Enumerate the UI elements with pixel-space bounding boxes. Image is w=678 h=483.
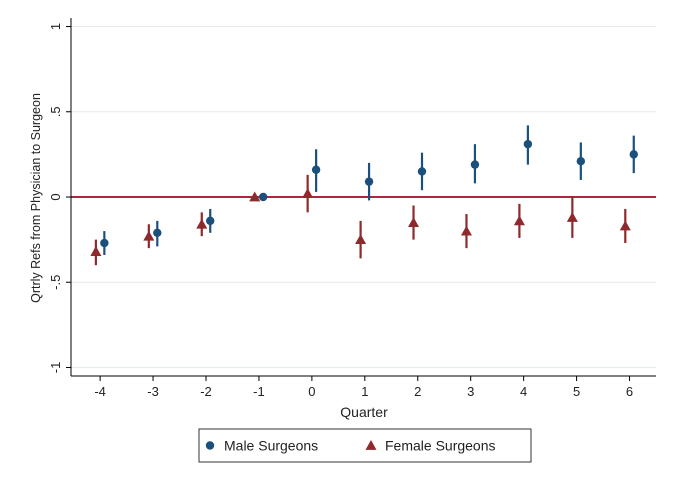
x-tick-label: -2 bbox=[200, 384, 212, 399]
male-surgeons-point bbox=[629, 150, 638, 159]
y-tick-label: 0 bbox=[48, 193, 63, 200]
female-surgeons-point bbox=[196, 218, 208, 229]
axis-layer: -1 -.5 0 .5 1 -4 -3 -2 -1 0 1 2 3 4 5 6 bbox=[48, 18, 656, 399]
male-surgeons-point bbox=[417, 167, 427, 176]
x-tick-label: 6 bbox=[626, 384, 633, 399]
x-tick-label: -3 bbox=[147, 384, 159, 399]
female-surgeons-point bbox=[566, 211, 578, 222]
legend-female-marker bbox=[365, 440, 377, 450]
male-surgeons-point bbox=[523, 139, 533, 149]
female-surgeons-point bbox=[249, 191, 261, 202]
legend-male-label: Male Surgeons bbox=[224, 438, 318, 454]
male-surgeons-point bbox=[100, 238, 109, 248]
legend: Male Surgeons Female Surgeons bbox=[198, 428, 532, 463]
male-surgeons-point bbox=[470, 160, 480, 169]
female-surgeons-point bbox=[302, 188, 314, 198]
x-axis-title: Quarter bbox=[340, 404, 388, 420]
y-tick-label: 1 bbox=[48, 23, 63, 30]
y-axis-title: Qrtrly Refs from Physician to Surgeon bbox=[29, 93, 43, 303]
legend-box bbox=[198, 428, 532, 463]
male-surgeons-point bbox=[311, 165, 321, 174]
legend-items: Male Surgeons Female Surgeons bbox=[205, 438, 496, 454]
grid-layer bbox=[71, 26, 656, 368]
female-surgeons-point bbox=[408, 217, 420, 227]
x-tick-label: -4 bbox=[94, 384, 106, 399]
y-tick-label: -1 bbox=[48, 362, 63, 374]
male-surgeons-point bbox=[364, 177, 374, 186]
male-surgeons-point bbox=[576, 157, 586, 166]
male-surgeons-point bbox=[153, 228, 162, 237]
x-tick-label: 0 bbox=[308, 384, 315, 399]
male-surgeons-point bbox=[206, 216, 215, 226]
x-tick-label: 4 bbox=[520, 384, 527, 399]
male-surgeons-point bbox=[258, 192, 268, 202]
female-surgeons-point bbox=[619, 220, 631, 231]
x-tick-label: 3 bbox=[467, 384, 474, 399]
y-tick-label: .5 bbox=[48, 106, 63, 117]
female-surgeons-point bbox=[355, 234, 367, 245]
x-tick-label: 2 bbox=[414, 384, 421, 399]
legend-female-label: Female Surgeons bbox=[385, 438, 496, 454]
x-tick-label: 1 bbox=[361, 384, 368, 399]
legend-male-marker bbox=[205, 441, 215, 450]
female-surgeons-point bbox=[143, 230, 155, 241]
y-tick-label: -.5 bbox=[48, 275, 63, 290]
x-tick-label: 5 bbox=[573, 384, 580, 399]
female-surgeons-point bbox=[460, 225, 472, 236]
x-tick-label: -1 bbox=[253, 384, 265, 399]
female-surgeons-point bbox=[90, 246, 102, 256]
female-surgeons-point bbox=[513, 215, 525, 226]
marker-layer bbox=[90, 139, 638, 256]
